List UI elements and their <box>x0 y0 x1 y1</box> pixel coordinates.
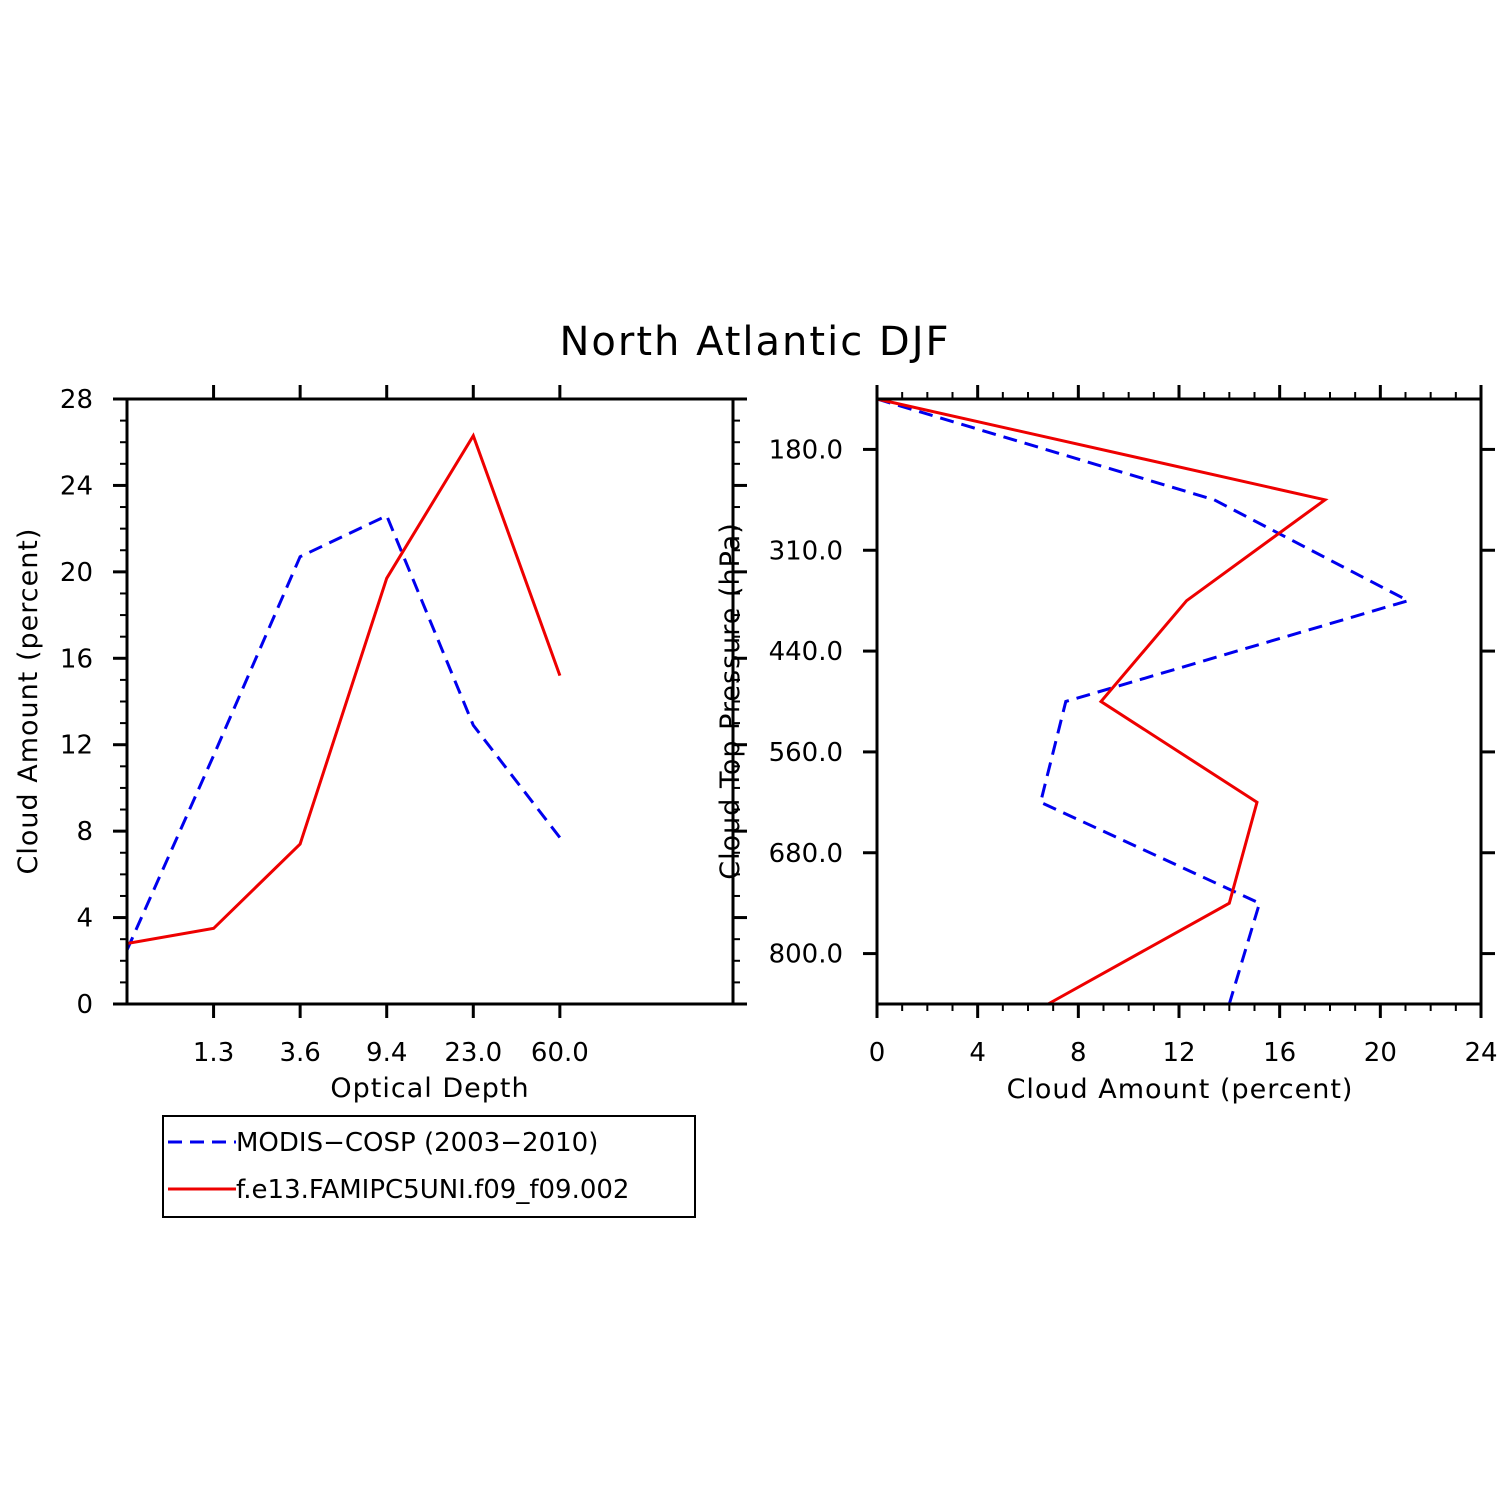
right-series-modis-line <box>876 397 1412 1005</box>
right-x-tick-label: 8 <box>1070 1038 1087 1068</box>
left-x-tick-label: 1.3 <box>193 1038 234 1068</box>
right-y-tick-label: 310.0 <box>769 536 843 566</box>
right-x-axis-title: Cloud Amount (percent) <box>1007 1074 1354 1105</box>
left-x-tick-label: 3.6 <box>279 1038 320 1068</box>
right-y-tick-label: 800.0 <box>769 940 843 970</box>
right-y-axis-title: Cloud Top Pressure (hPa) <box>715 522 746 880</box>
right-y-tick-label: 180.0 <box>769 435 843 465</box>
legend-box <box>162 1115 696 1218</box>
main-title: North Atlantic DJF <box>559 319 950 365</box>
right-x-tick-label: 16 <box>1263 1038 1296 1068</box>
left-x-tick-label: 60.0 <box>531 1038 589 1068</box>
left-series-modis-line <box>125 513 562 951</box>
right-x-tick-label: 20 <box>1364 1038 1397 1068</box>
right-x-tick-label: 0 <box>869 1038 886 1068</box>
left-y-tick-label: 20 <box>60 558 93 588</box>
right-x-tick-label: 4 <box>969 1038 986 1068</box>
left-series-model-line <box>126 432 562 945</box>
left-y-tick-label: 28 <box>60 385 93 415</box>
left-y-tick-label: 24 <box>60 471 93 501</box>
left-y-tick-label: 0 <box>76 990 93 1020</box>
left-y-tick-label: 8 <box>76 817 93 847</box>
legend-label-model: f.e13.FAMIPC5UNI.f09_f09.002 <box>236 1175 629 1205</box>
left-y-tick-label: 12 <box>60 731 93 761</box>
left-y-axis-title: Cloud Amount (percent) <box>13 528 44 875</box>
right-series-model-line <box>876 397 1329 1006</box>
left-y-tick-label: 4 <box>76 904 93 934</box>
right-panel-cloud-top-pressure: 0 4 8 12 16 20 24 180.0 310.0 440.0 560.0 680.0 800.… <box>715 385 1498 1105</box>
right-y-tick-label: 560.0 <box>769 738 843 768</box>
legend: MODIS−COSP (2003−2010) f.e13.FAMIPC5UNI.… <box>162 1115 696 1218</box>
right-y-tick-label: 440.0 <box>769 637 843 667</box>
left-y-tick-label: 16 <box>60 644 93 674</box>
right-y-tick-label: 680.0 <box>769 839 843 869</box>
left-panel-optical-depth: 0 4 8 12 16 20 24 28 1.3 3.6 9.4 23.0 60.0 Optical D… <box>13 385 747 1104</box>
legend-label-modis: MODIS−COSP (2003−2010) <box>236 1128 598 1158</box>
left-x-axis-title: Optical Depth <box>330 1073 529 1104</box>
right-x-tick-label: 12 <box>1162 1038 1195 1068</box>
left-x-tick-label: 9.4 <box>366 1038 407 1068</box>
left-x-tick-label: 23.0 <box>444 1038 502 1068</box>
right-x-tick-label: 24 <box>1464 1038 1497 1068</box>
